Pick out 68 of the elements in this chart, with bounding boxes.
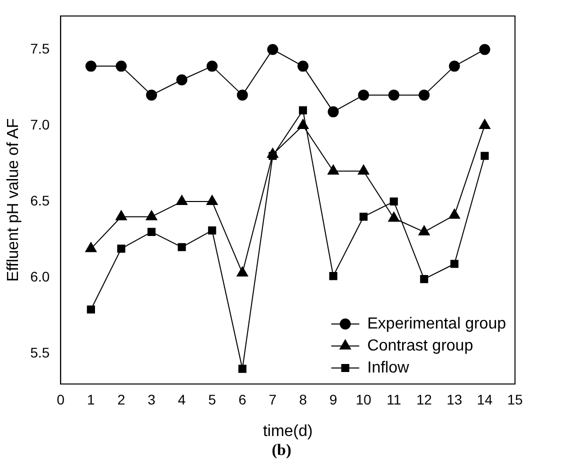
x-tick-label: 3 — [148, 391, 156, 408]
point — [266, 148, 278, 158]
x-tick-label: 13 — [446, 391, 462, 408]
text: (b) — [270, 442, 292, 460]
point — [116, 60, 127, 72]
point — [85, 242, 97, 252]
point — [388, 90, 400, 101]
point — [267, 44, 278, 55]
point — [390, 197, 398, 206]
legend-label: Experimental group — [367, 315, 506, 332]
point — [147, 228, 156, 236]
point — [206, 60, 218, 72]
point — [448, 208, 460, 219]
point — [236, 266, 248, 276]
x-tick-label: 0 — [56, 391, 65, 408]
point — [146, 210, 158, 220]
point — [238, 364, 246, 373]
point — [178, 243, 186, 252]
point — [176, 195, 188, 206]
x-tick-label: 7 — [268, 391, 277, 408]
legend-label: Inflow — [367, 359, 410, 376]
point — [358, 90, 370, 101]
y-tick-label: 7.5 — [30, 40, 50, 56]
point — [358, 164, 370, 175]
x-tick-label: 1 — [87, 391, 96, 408]
y-tick-label: 6.0 — [30, 268, 50, 284]
point — [450, 260, 458, 268]
x-axis-title: time(d) — [262, 422, 313, 440]
point — [85, 60, 96, 72]
point — [420, 275, 428, 284]
x-tick-label: 14 — [476, 391, 493, 408]
y-axis-title: Effluent pH value of AF — [5, 118, 22, 282]
point — [360, 212, 368, 221]
point — [176, 74, 188, 86]
point — [206, 195, 218, 206]
point — [328, 164, 339, 175]
point — [236, 90, 248, 101]
point — [146, 90, 158, 101]
x-tick-label: 8 — [299, 391, 308, 408]
x-tick-label: 6 — [238, 391, 246, 408]
legend-label: Contrast group — [367, 337, 474, 354]
point — [208, 226, 216, 234]
point — [388, 212, 400, 222]
point — [86, 305, 95, 314]
x-tick-label: 9 — [329, 391, 338, 408]
point — [479, 118, 490, 129]
point — [329, 272, 338, 280]
point — [418, 225, 430, 236]
point — [297, 118, 309, 129]
point — [418, 90, 430, 101]
y-tick-label: 5.5 — [30, 344, 50, 360]
point — [328, 106, 339, 118]
point — [116, 210, 127, 220]
y-tick-label: 6.5 — [30, 192, 50, 208]
point — [117, 244, 126, 253]
x-tick-label: 12 — [416, 391, 432, 408]
point — [297, 60, 308, 72]
x-tick-label: 2 — [117, 391, 126, 408]
x-tick-label: 4 — [178, 391, 186, 408]
x-tick-label: 10 — [356, 391, 372, 408]
x-tick-label: 5 — [208, 391, 216, 408]
point — [479, 44, 490, 55]
point — [448, 60, 460, 72]
point — [480, 152, 489, 160]
point — [298, 106, 308, 114]
y-tick-label: 7.0 — [30, 116, 50, 132]
x-tick-label: 15 — [507, 391, 523, 408]
x-tick-label: 11 — [386, 391, 402, 408]
